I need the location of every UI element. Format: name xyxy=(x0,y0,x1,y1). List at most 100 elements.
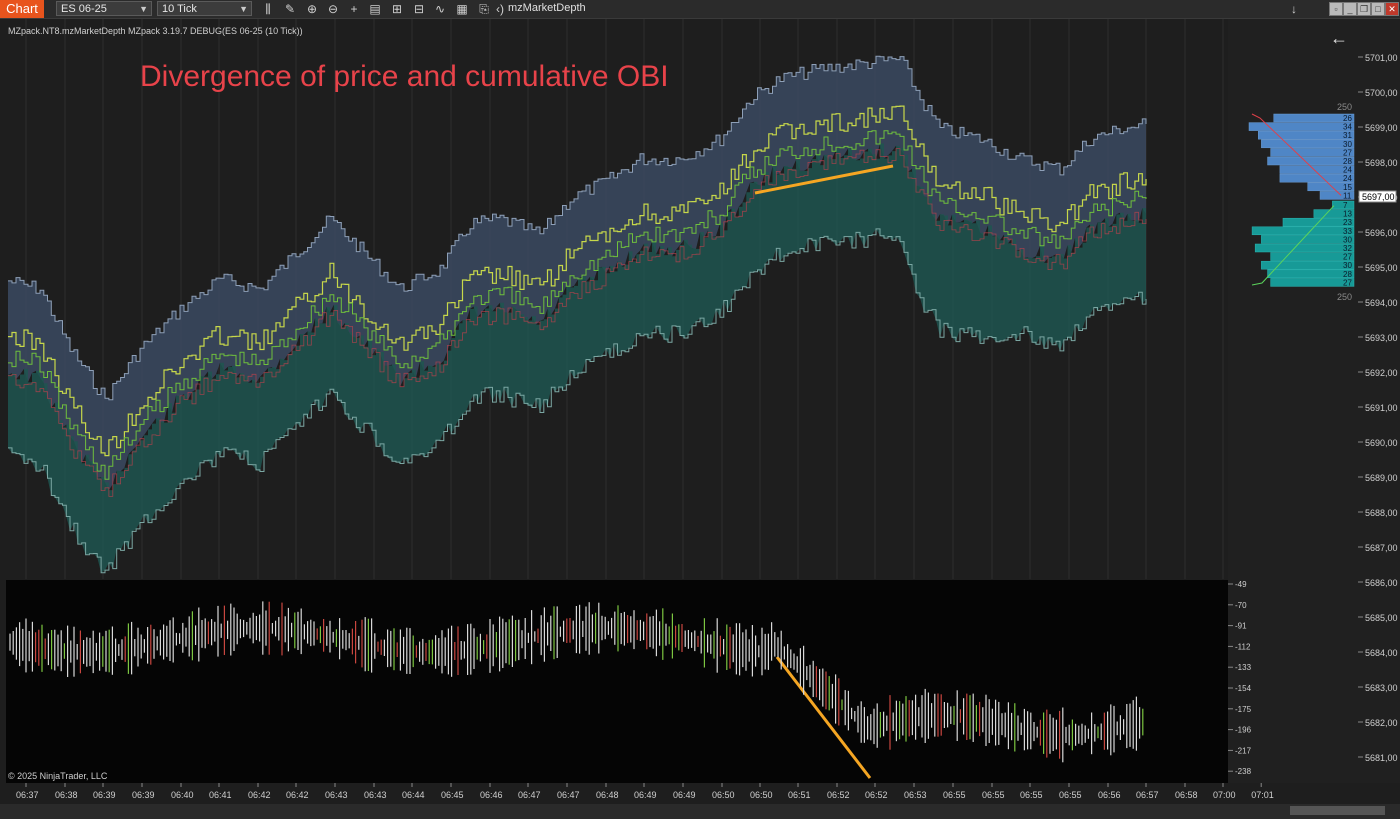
time-axis-label: 06:47 xyxy=(557,790,580,800)
price-axis-label: 5690,00 xyxy=(1365,438,1398,448)
bid-depth-value: 28 xyxy=(1343,270,1352,279)
bid-depth-bar xyxy=(1267,269,1355,279)
obi-axis-label: -217 xyxy=(1235,746,1252,755)
ask-depth-bar xyxy=(1261,139,1355,149)
divergence-line-obi xyxy=(775,656,872,779)
bid-depth-bar xyxy=(1254,243,1355,253)
tile-icon[interactable]: ▫ xyxy=(1329,2,1343,16)
time-axis-background xyxy=(0,783,1400,800)
strategies-icon[interactable]: ⊟ xyxy=(413,2,425,16)
obi-axis-label: -91 xyxy=(1235,622,1247,631)
ask-depth-bar xyxy=(1307,182,1355,192)
bid-depth-bar xyxy=(1313,209,1355,218)
price-axis-label: 5683,00 xyxy=(1365,683,1398,693)
chevron-down-icon: ▼ xyxy=(139,4,148,14)
ladder-bottom-label: 250 xyxy=(1337,292,1352,302)
time-axis-label: 06:55 xyxy=(943,790,966,800)
minimize-icon[interactable]: _ xyxy=(1343,2,1357,16)
ask-depth-bar xyxy=(1248,122,1355,131)
bid-edge-line xyxy=(8,148,1147,497)
obi-axis-label: -154 xyxy=(1235,684,1252,693)
annotation-text[interactable]: Divergence of price and cumulative OBI xyxy=(140,60,669,93)
crosshair-icon[interactable]: + xyxy=(350,2,358,16)
time-axis-label: 06:52 xyxy=(865,790,888,800)
price-axis-label: 5694,00 xyxy=(1365,298,1398,308)
obi-axis-label: -196 xyxy=(1235,726,1252,735)
scrollbar-track xyxy=(0,804,1400,819)
bid-depth-bar xyxy=(1251,226,1355,236)
price-axis-label: 5682,00 xyxy=(1365,718,1398,728)
price-axis-label: 5696,00 xyxy=(1365,228,1398,238)
bid-depth-value: 7 xyxy=(1343,201,1348,210)
ask-depth-value: 27 xyxy=(1343,148,1352,157)
time-axis-label: 06:49 xyxy=(634,790,657,800)
zoom-in-icon[interactable]: ⊕ xyxy=(306,2,318,16)
price-axis-label: 5693,00 xyxy=(1365,333,1398,343)
time-axis-label: 07:00 xyxy=(1213,790,1236,800)
time-axis-label: 06:53 xyxy=(904,790,927,800)
ask-cumulative-line xyxy=(1251,113,1342,196)
interval-selector[interactable]: 10 Tick ▼ xyxy=(157,1,252,16)
time-axis-label: 06:37 xyxy=(16,790,39,800)
time-axis-label: 06:43 xyxy=(364,790,387,800)
time-axis-label: 07:01 xyxy=(1251,790,1274,800)
share-icon[interactable]: ⎘ xyxy=(479,2,489,16)
bid-depth-bar xyxy=(1261,260,1355,270)
time-axis-label: 06:49 xyxy=(673,790,696,800)
price-axis-label: 5699,00 xyxy=(1365,123,1398,133)
price-axis-label: 5689,00 xyxy=(1365,473,1398,483)
properties-icon[interactable]: ▤ xyxy=(369,2,381,16)
bar-type-icon[interactable]: ⫼ xyxy=(265,2,271,16)
obi-axis-label: -238 xyxy=(1235,767,1252,776)
time-axis-label: 06:51 xyxy=(788,790,811,800)
obi-panel-background xyxy=(6,580,1228,783)
price-axis-label: 5695,00 xyxy=(1365,263,1398,273)
time-axis-label: 06:48 xyxy=(596,790,619,800)
ask-depth-value: 30 xyxy=(1343,140,1352,149)
chart-area[interactable]: 5701,00 5700,00 5699,00 5698,00 5697,00 5696,… xyxy=(0,19,1400,819)
bid-depth-value: 23 xyxy=(1343,218,1352,227)
time-axis-label: 06:39 xyxy=(93,790,116,800)
ask-depth-value: 11 xyxy=(1343,191,1352,200)
time-axis-label: 06:50 xyxy=(750,790,773,800)
obi-axis-label: -112 xyxy=(1235,642,1251,651)
instrument-selector[interactable]: ES 06-25 ▼ xyxy=(56,1,152,16)
price-axis-label: 5700,00 xyxy=(1365,88,1398,98)
bid-depth-value: 27 xyxy=(1343,278,1352,287)
price-axis-label: 5685,00 xyxy=(1365,613,1398,623)
bid-depth-bar xyxy=(1270,252,1355,261)
obi-axis-label: -70 xyxy=(1235,601,1247,610)
price-axis-label: 5681,00 xyxy=(1365,753,1398,763)
bid-depth-value: 30 xyxy=(1343,261,1352,270)
chart-toolbar: Chart ES 06-25 ▼ 10 Tick ▼ ⫼ ✎ ⊕ ⊖ + ▤ ⊞… xyxy=(0,0,1400,19)
chart-canvas[interactable]: 5701,00 5700,00 5699,00 5698,00 5697,00 5696,… xyxy=(0,19,1400,819)
scrollbar-thumb xyxy=(1290,806,1385,815)
down-arrow-icon[interactable]: ↓ xyxy=(1291,2,1297,16)
time-axis-label: 06:57 xyxy=(1136,790,1159,800)
ask-depth-bar xyxy=(1270,148,1355,157)
price-axis-label: 5691,00 xyxy=(1365,403,1398,413)
pencil-icon[interactable]: ✎ xyxy=(284,2,296,16)
ask-depth-value: 15 xyxy=(1343,183,1352,192)
bid-depth-value: 13 xyxy=(1343,210,1352,219)
chart-tab[interactable]: Chart xyxy=(0,0,44,18)
ask-depth-edge xyxy=(8,55,1147,401)
chart-info-label: MZpack.NT8.mzMarketDepth MZpack 3.19.7 D… xyxy=(8,26,303,36)
price-axis-label: 5687,00 xyxy=(1365,543,1398,553)
maximize-icon[interactable]: □ xyxy=(1371,2,1385,16)
time-axis-label: 06:55 xyxy=(982,790,1005,800)
data-box-icon[interactable]: ▦ xyxy=(456,2,468,16)
time-axis-label: 06:55 xyxy=(1020,790,1043,800)
zoom-out-icon[interactable]: ⊖ xyxy=(327,2,339,16)
restore-icon[interactable]: ❐ xyxy=(1357,2,1371,16)
cumulative-obi-line xyxy=(8,130,1147,480)
back-arrow-icon[interactable]: ← xyxy=(1330,28,1348,48)
close-icon[interactable]: ✕ xyxy=(1385,2,1399,16)
indicator-dropdown-icon[interactable]: ‹) xyxy=(496,2,504,16)
bid-cumulative-line xyxy=(1251,205,1335,286)
chart-trader-icon[interactable]: ∿ xyxy=(434,2,446,16)
indicator-label[interactable]: mzMarketDepth xyxy=(508,2,586,14)
ask-depth-value: 31 xyxy=(1343,131,1352,140)
indicators-icon[interactable]: ⊞ xyxy=(391,2,403,16)
time-axis-label: 06:56 xyxy=(1098,790,1121,800)
